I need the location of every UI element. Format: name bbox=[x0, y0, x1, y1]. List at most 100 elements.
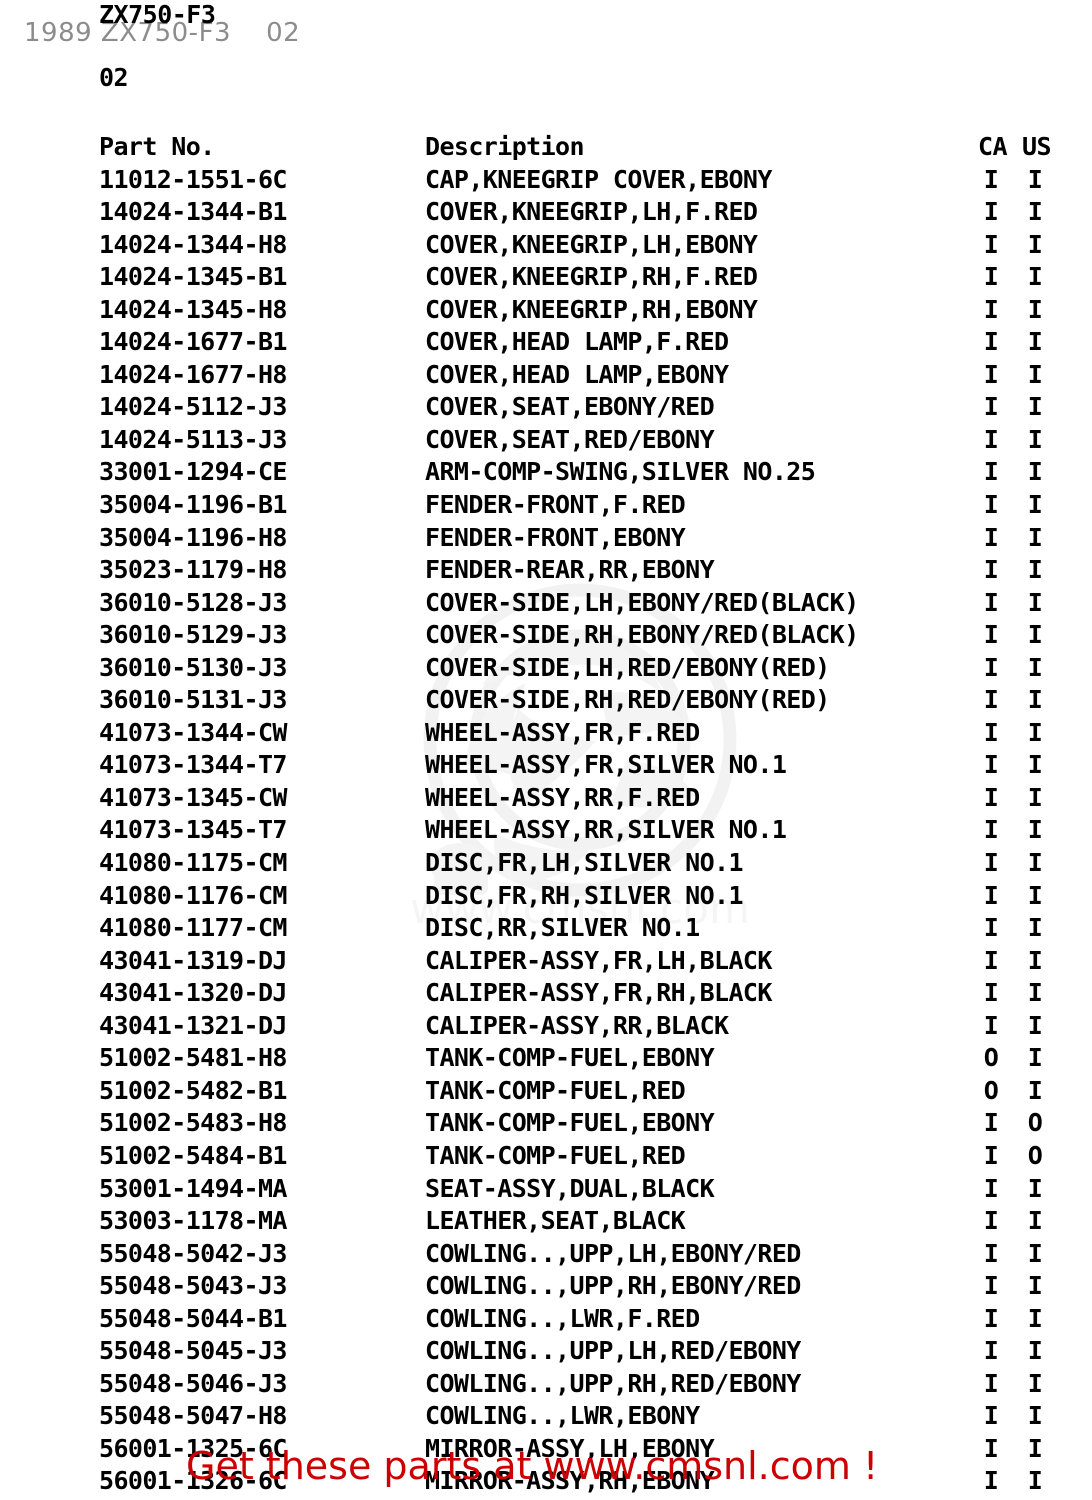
cell-part-no: 55048-5044-B1 bbox=[99, 1303, 287, 1333]
cell-us: I bbox=[1027, 978, 1043, 1008]
section-number: 02 bbox=[99, 63, 129, 92]
cell-part-no: 36010-5130-J3 bbox=[99, 652, 287, 682]
cell-description: COVER-SIDE,LH,EBONY/RED(BLACK) bbox=[425, 587, 859, 617]
cell-description: FENDER-REAR,RR,EBONY bbox=[425, 555, 715, 585]
cell-ca: I bbox=[983, 490, 999, 520]
cell-description: WHEEL-ASSY,FR,SILVER NO.1 bbox=[425, 750, 787, 780]
cell-description: TANK-COMP-FUEL,EBONY bbox=[425, 1108, 715, 1138]
cell-ca: I bbox=[983, 1140, 999, 1170]
cell-ca: I bbox=[983, 392, 999, 422]
table-row: 51002-5481-H8 TANK-COMP-FUEL,EBONY O I bbox=[0, 1042, 1092, 1075]
table-row: 36010-5128-J3 COVER-SIDE,LH,EBONY/RED(BLA… bbox=[0, 587, 1092, 620]
cell-us: I bbox=[1027, 1303, 1043, 1333]
cell-part-no: 55048-5047-H8 bbox=[99, 1401, 287, 1431]
cell-us: I bbox=[1027, 1010, 1043, 1040]
cell-description: COVER,KNEEGRIP,LH,F.RED bbox=[425, 197, 758, 227]
cell-description: SEAT-ASSY,DUAL,BLACK bbox=[425, 1173, 715, 1203]
cell-description: COVER,HEAD LAMP,EBONY bbox=[425, 359, 729, 389]
cell-description: TANK-COMP-FUEL,RED bbox=[425, 1075, 686, 1105]
table-row: 55048-5043-J3 COWLING..,UPP,RH,EBONY/RED I… bbox=[0, 1270, 1092, 1303]
cell-part-no: 51002-5483-H8 bbox=[99, 1108, 287, 1138]
cell-part-no: 14024-1677-B1 bbox=[99, 327, 287, 357]
cell-part-no: 11012-1551-6C bbox=[99, 164, 287, 194]
cell-us: I bbox=[1027, 424, 1043, 454]
cell-part-no: 41080-1175-CM bbox=[99, 848, 287, 878]
cell-ca: I bbox=[983, 1433, 999, 1463]
cell-description: CALIPER-ASSY,FR,RH,BLACK bbox=[425, 978, 772, 1008]
cell-description: MIRROR-ASSY,RH,EBONY bbox=[425, 1466, 715, 1496]
cell-ca: I bbox=[983, 978, 999, 1008]
table-row: 36010-5131-J3 COVER-SIDE,RH,RED/EBONY(RED… bbox=[0, 684, 1092, 717]
table-row: 51002-5482-B1 TANK-COMP-FUEL,RED O I bbox=[0, 1075, 1092, 1108]
column-header-us: US bbox=[1022, 132, 1052, 161]
cell-description: MIRROR-ASSY,LH,EBONY bbox=[425, 1433, 715, 1463]
cell-part-no: 14024-1344-H8 bbox=[99, 229, 287, 259]
cell-description: COWLING..,LWR,EBONY bbox=[425, 1401, 700, 1431]
cell-ca: I bbox=[983, 555, 999, 585]
cell-us: I bbox=[1027, 685, 1043, 715]
table-row: 14024-5112-J3 COVER,SEAT,EBONY/RED I I bbox=[0, 391, 1092, 424]
cell-us: I bbox=[1027, 620, 1043, 650]
cell-part-no: 14024-1677-H8 bbox=[99, 359, 287, 389]
table-row: 43041-1319-DJ CALIPER-ASSY,FR,LH,BLACK I I bbox=[0, 945, 1092, 978]
cell-part-no: 51002-5484-B1 bbox=[99, 1140, 287, 1170]
cell-description: WHEEL-ASSY,RR,SILVER NO.1 bbox=[425, 815, 787, 845]
cell-part-no: 36010-5128-J3 bbox=[99, 587, 287, 617]
table-row: 14024-1677-H8 COVER,HEAD LAMP,EBONY I I bbox=[0, 359, 1092, 392]
cell-us: I bbox=[1027, 1368, 1043, 1398]
cell-ca: I bbox=[983, 197, 999, 227]
cell-us: I bbox=[1027, 490, 1043, 520]
cell-ca: I bbox=[983, 262, 999, 292]
table-row: 56001-1326-6C MIRROR-ASSY,RH,EBONY I I bbox=[0, 1465, 1092, 1498]
table-row: 14024-1345-H8 COVER,KNEEGRIP,RH,EBONY I I bbox=[0, 294, 1092, 327]
cell-ca: I bbox=[983, 945, 999, 975]
cell-us: I bbox=[1027, 815, 1043, 845]
cell-us: I bbox=[1027, 1433, 1043, 1463]
cell-us: I bbox=[1027, 1401, 1043, 1431]
cell-us: I bbox=[1027, 522, 1043, 552]
cell-part-no: 36010-5131-J3 bbox=[99, 685, 287, 715]
cell-description: COWLING..,UPP,LH,RED/EBONY bbox=[425, 1336, 801, 1366]
cell-ca: I bbox=[983, 424, 999, 454]
cell-description: COVER,SEAT,RED/EBONY bbox=[425, 424, 715, 454]
cell-us: I bbox=[1027, 1238, 1043, 1268]
cell-ca: I bbox=[983, 1303, 999, 1333]
table-row: 14024-1344-H8 COVER,KNEEGRIP,LH,EBONY I I bbox=[0, 229, 1092, 262]
table-row: 11012-1551-6C CAP,KNEEGRIP COVER,EBONY I I bbox=[0, 164, 1092, 197]
cell-ca: I bbox=[983, 1271, 999, 1301]
cell-ca: I bbox=[983, 229, 999, 259]
cell-us: I bbox=[1027, 652, 1043, 682]
parts-table: Part No. Description CA US 11012-1551-6C… bbox=[0, 131, 1092, 1498]
cell-ca: I bbox=[983, 294, 999, 324]
cell-part-no: 53001-1494-MA bbox=[99, 1173, 287, 1203]
cell-description: DISC,FR,LH,SILVER NO.1 bbox=[425, 848, 744, 878]
cell-ca: O bbox=[983, 1075, 999, 1105]
table-row: 41073-1345-CW WHEEL-ASSY,RR,F.RED I I bbox=[0, 782, 1092, 815]
cell-description: FENDER-FRONT,EBONY bbox=[425, 522, 686, 552]
cell-ca: I bbox=[983, 1238, 999, 1268]
table-row: 43041-1320-DJ CALIPER-ASSY,FR,RH,BLACK I I bbox=[0, 977, 1092, 1010]
table-row: 33001-1294-CE ARM-COMP-SWING,SILVER NO.25… bbox=[0, 456, 1092, 489]
cell-part-no: 43041-1320-DJ bbox=[99, 978, 287, 1008]
cell-ca: O bbox=[983, 1043, 999, 1073]
table-row: 14024-1344-B1 COVER,KNEEGRIP,LH,F.RED I I bbox=[0, 196, 1092, 229]
table-row: 55048-5045-J3 COWLING..,UPP,LH,RED/EBONY I… bbox=[0, 1335, 1092, 1368]
cell-part-no: 14024-5112-J3 bbox=[99, 392, 287, 422]
cell-ca: I bbox=[983, 685, 999, 715]
cell-part-no: 35004-1196-H8 bbox=[99, 522, 287, 552]
cell-part-no: 43041-1319-DJ bbox=[99, 945, 287, 975]
table-row: 35004-1196-H8 FENDER-FRONT,EBONY I I bbox=[0, 522, 1092, 555]
cell-description: WHEEL-ASSY,RR,F.RED bbox=[425, 782, 700, 812]
cell-description: LEATHER,SEAT,BLACK bbox=[425, 1206, 686, 1236]
cell-description: COVER,SEAT,EBONY/RED bbox=[425, 392, 715, 422]
cell-ca: I bbox=[983, 815, 999, 845]
cell-description: COVER,KNEEGRIP,LH,EBONY bbox=[425, 229, 758, 259]
cell-part-no: 55048-5042-J3 bbox=[99, 1238, 287, 1268]
cell-description: DISC,FR,RH,SILVER NO.1 bbox=[425, 880, 744, 910]
cell-part-no: 14024-5113-J3 bbox=[99, 424, 287, 454]
table-row: 41073-1344-CW WHEEL-ASSY,FR,F.RED I I bbox=[0, 717, 1092, 750]
cell-part-no: 56001-1325-6C bbox=[99, 1433, 287, 1463]
table-row: 36010-5129-J3 COVER-SIDE,RH,EBONY/RED(BLA… bbox=[0, 619, 1092, 652]
page-title: ZX750-F3 bbox=[99, 0, 216, 29]
